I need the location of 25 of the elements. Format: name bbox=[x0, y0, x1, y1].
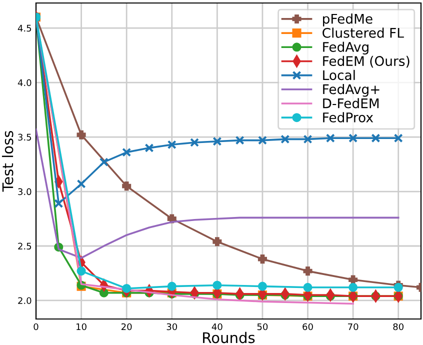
x-tick-label: 0 bbox=[34, 323, 38, 330]
y-tick-label: 2.5 bbox=[18, 242, 32, 250]
legend-label: Clustered FL bbox=[322, 28, 404, 38]
x-tick-label: 30 bbox=[166, 323, 178, 330]
y-tick-label: 4.0 bbox=[18, 79, 32, 86]
y-tick-label: 4.5 bbox=[18, 24, 32, 32]
legend-label: FedAvg bbox=[323, 42, 368, 55]
x-tick-label: 80 bbox=[393, 323, 404, 330]
x-axis-title: Rounds bbox=[203, 332, 255, 344]
x-tick-label: 10 bbox=[76, 323, 86, 330]
y-tick-label: 2.0 bbox=[18, 297, 32, 304]
x-tick-label: 20 bbox=[122, 323, 132, 330]
x-tick-label: 60 bbox=[302, 323, 313, 330]
y-tick-label: 3.5 bbox=[18, 134, 32, 141]
legend-label: FedProx bbox=[323, 112, 374, 122]
legend-label: D-FedEM bbox=[323, 98, 379, 108]
legend-label: FedEM (Ours) bbox=[323, 56, 410, 68]
legend-label: pFedMe bbox=[323, 14, 372, 26]
x-tick-label: 50 bbox=[257, 323, 268, 330]
y-axis-title: Test loss bbox=[2, 130, 14, 192]
legend-label: Local bbox=[323, 70, 355, 80]
x-tick-label: 70 bbox=[348, 323, 358, 330]
x-tick-label: 40 bbox=[212, 323, 222, 330]
y-tick-label: 3.0 bbox=[18, 188, 32, 196]
legend-label: FedAvg+ bbox=[323, 84, 380, 97]
